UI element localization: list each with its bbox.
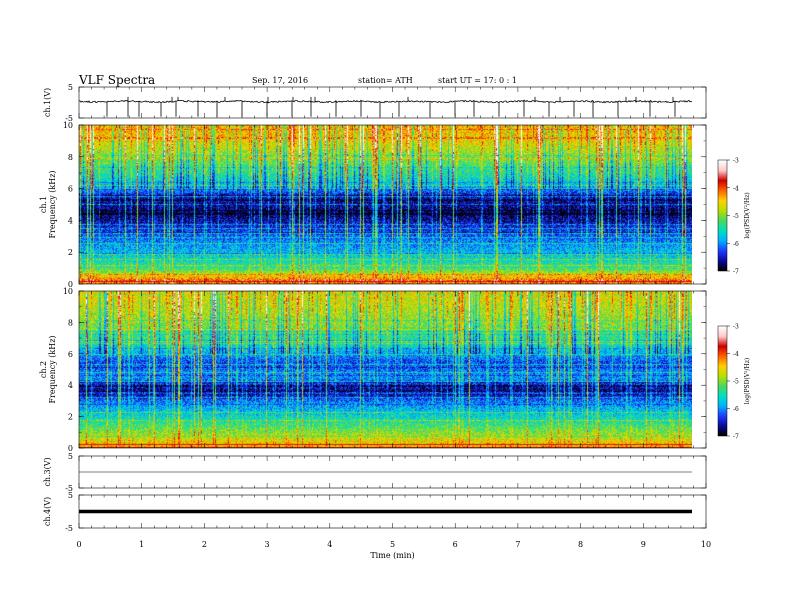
y-axis-label-3-0: ch.2	[39, 361, 48, 378]
date-label: Sep. 17, 2016	[252, 76, 309, 85]
colorbar-tick-label-2: -5	[733, 379, 739, 386]
y-axis-label-2-1: Frequency (kHz)	[48, 170, 57, 238]
colorbar-tick-label-1: -6	[733, 241, 739, 248]
x-tick-label: 3	[265, 540, 270, 549]
x-tick-label: 10	[701, 540, 711, 549]
colorbar-label-2: log(PSD(V²/Hz)	[744, 358, 751, 405]
y-tick-label-5: -5	[65, 524, 73, 533]
y-tick-label-2: 0	[68, 280, 73, 289]
x-tick-label: 0	[76, 540, 81, 549]
colorbar-label-1: log(PSD(V²/Hz)	[744, 192, 751, 239]
start-time-label: start UT = 17: 0 : 1	[438, 76, 517, 85]
y-tick-label-3: 4	[68, 381, 73, 390]
x-tick-label: 1	[139, 540, 144, 549]
colorbar-2	[718, 326, 727, 436]
colorbar-tick-label-2: -4	[733, 351, 739, 358]
ch2-spectrogram-image	[79, 291, 692, 448]
y-tick-label-3: 8	[68, 318, 73, 327]
chart-title: VLF Spectra	[79, 73, 156, 87]
x-tick-label: 5	[390, 540, 395, 549]
ch1-waveform-line	[78, 96, 693, 117]
y-tick-label-4: 5	[68, 452, 73, 461]
y-tick-label-4: -5	[65, 484, 73, 493]
station-label: station= ATH	[358, 76, 413, 85]
x-tick-label: 6	[453, 540, 458, 549]
colorbar-tick-label-2: -7	[733, 434, 739, 441]
colorbar-tick-label-1: -5	[733, 213, 739, 220]
y-tick-label-5: 5	[68, 491, 73, 500]
y-tick-label-2: 6	[68, 185, 73, 194]
colorbar-1	[718, 160, 727, 271]
y-axis-label-3-1: Frequency (kHz)	[48, 335, 57, 403]
y-tick-label-2: 8	[68, 153, 73, 162]
axis-labels: -3 -4 -5 -6 -7 log(PSD(V²/Hz) -3 -4 -5 -6 -7 log(PS…	[39, 83, 751, 560]
y-tick-label-2: 2	[68, 248, 73, 257]
y-tick-label-2: 4	[68, 216, 73, 225]
x-tick-label: 4	[327, 540, 332, 549]
y-tick-label-1: -5	[65, 114, 73, 123]
spectrogram-images	[79, 125, 727, 448]
x-axis-label: Time (min)	[370, 551, 414, 560]
x-tick-label: 9	[641, 540, 646, 549]
colorbar-tick-label-1: -3	[733, 158, 739, 165]
colorbar-tick-label-2: -6	[733, 406, 739, 413]
y-axis-label-2-0: ch.1	[39, 196, 48, 213]
waveform-lines	[78, 96, 693, 514]
y-axis-label-1: ch.1(V)	[43, 88, 52, 117]
x-tick-label: 8	[578, 540, 583, 549]
ch1-spectrogram-image	[79, 125, 692, 284]
x-tick-label: 7	[515, 540, 520, 549]
y-tick-label-3: 2	[68, 413, 73, 422]
y-tick-label-3: 10	[63, 287, 73, 296]
y-tick-label-2: 10	[63, 121, 73, 130]
y-tick-label-1: 5	[68, 83, 73, 92]
colorbar-tick-label-2: -3	[733, 324, 739, 331]
axes	[78, 86, 730, 529]
colorbar-tick-label-1: -4	[733, 185, 739, 192]
colorbar-tick-label-1: -7	[733, 269, 739, 276]
x-tick-label: 2	[202, 540, 207, 549]
y-tick-label-3: 0	[68, 444, 73, 453]
y-axis-label-4: ch.3(V)	[43, 457, 52, 486]
y-tick-label-3: 6	[68, 350, 73, 359]
y-axis-label-5: ch.4(V)	[43, 497, 52, 526]
